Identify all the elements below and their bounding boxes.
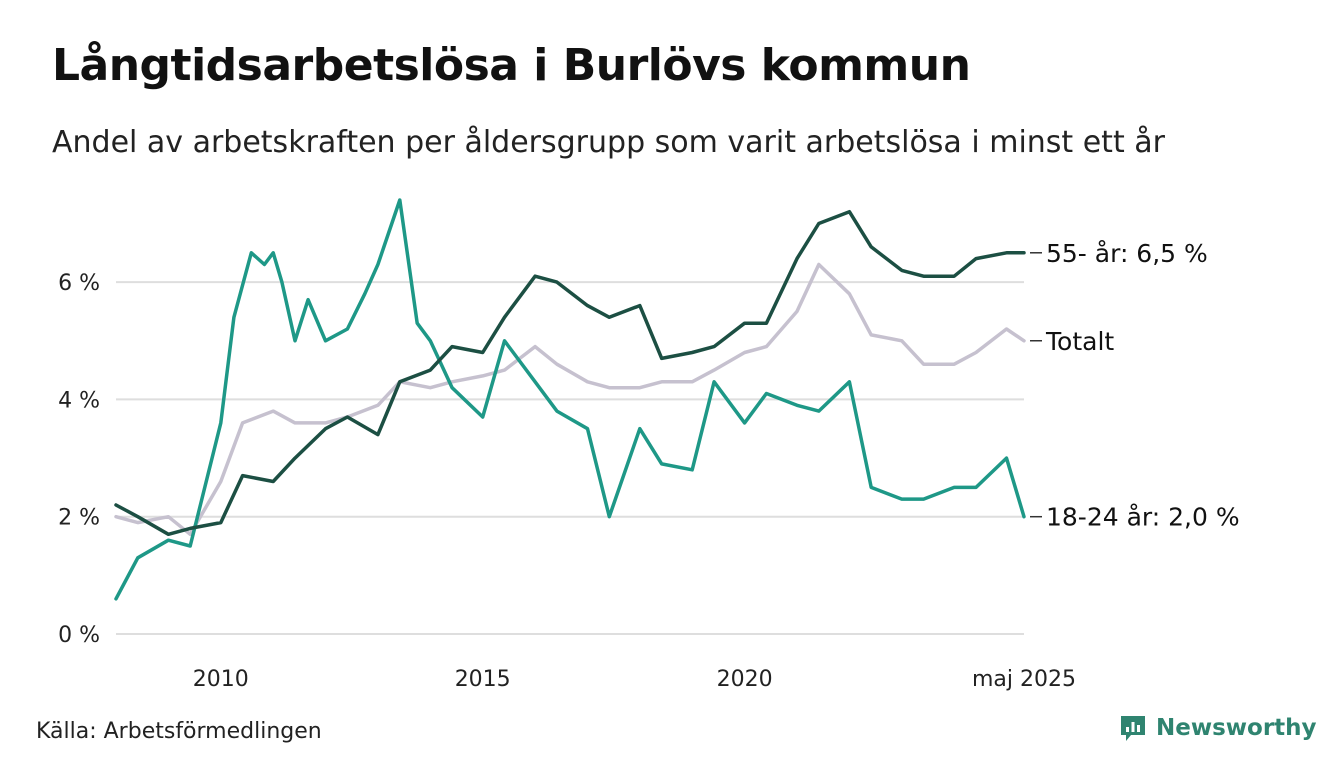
x-tick-label: maj 2025: [972, 667, 1076, 692]
series-end-label: 18-24 år: 2,0 %: [1046, 503, 1240, 532]
brand-name: Newsworthy: [1156, 715, 1317, 741]
chart-title: Långtidsarbetslösa i Burlövs kommun: [52, 40, 971, 91]
chart-subtitle: Andel av arbetskraften per åldersgrupp s…: [52, 125, 1165, 160]
x-tick-label: 2015: [455, 667, 511, 692]
y-tick-label: 4 %: [58, 388, 100, 413]
y-tick-label: 2 %: [58, 506, 100, 531]
series-layer: [114, 198, 1026, 601]
series-end-label: Totalt: [1045, 327, 1114, 356]
series-labels: Totalt 18-24 år: 2,0 % 55- år: 6,5 %: [1030, 239, 1240, 532]
brand-logo: Newsworthy: [1118, 713, 1317, 743]
series-end-label: 55- år: 6,5 %: [1046, 239, 1208, 268]
newsworthy-logo-icon: [1121, 716, 1145, 741]
y-axis-ticks: 0 % 2 % 4 % 6 %: [58, 271, 100, 648]
x-tick-label: 2020: [717, 667, 773, 692]
x-tick-label: 2010: [193, 667, 249, 692]
y-tick-label: 0 %: [58, 623, 100, 648]
y-tick-label: 6 %: [58, 271, 100, 296]
x-axis-ticks: 2010 2015 2020 maj 2025: [193, 667, 1076, 692]
series-line: [114, 262, 1026, 537]
grid-layer: [116, 281, 1024, 635]
source-note: Källa: Arbetsförmedlingen: [36, 719, 322, 744]
series-line: [114, 209, 1026, 537]
series-line: [114, 198, 1026, 601]
